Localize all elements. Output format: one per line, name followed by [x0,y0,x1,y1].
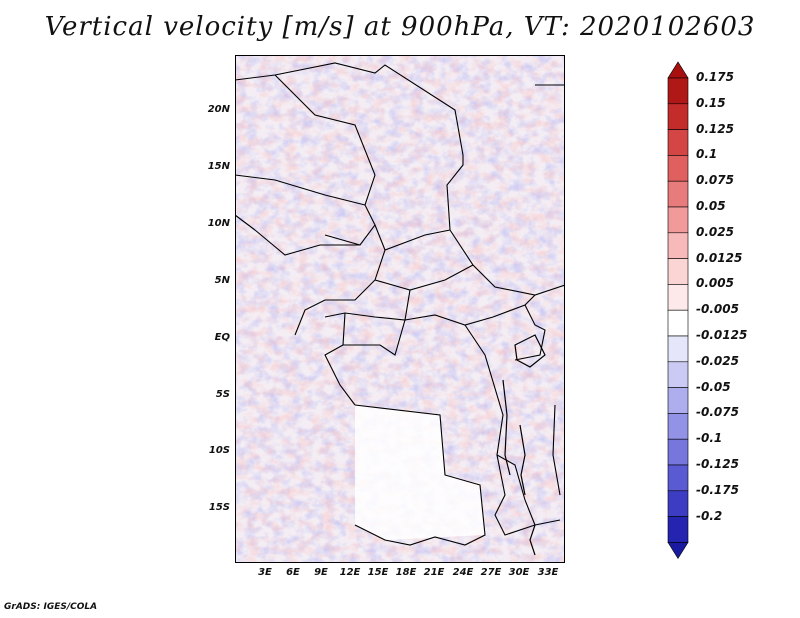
lon-label-30e: 30E [508,567,530,578]
colorbar-label: -0.075 [696,405,739,420]
colorbar-label: -0.2 [696,508,723,523]
colorbar-label: -0.0125 [696,328,748,342]
colorbar-cell [667,180,689,208]
grads-credit: GrADS: IGES/COLA [4,602,98,612]
colorbar-cell [667,129,689,156]
lon-label-24e: 24E [452,567,474,578]
country-borders [235,62,565,546]
lon-label-27e: 27E [480,567,502,578]
lat-label-20n: 20N [207,104,230,115]
colorbar-label: 0.125 [696,121,734,136]
colorbar-cell [667,335,689,363]
colorbar-label: -0.175 [696,482,739,497]
colorbar-label: -0.005 [696,302,739,317]
colorbar [667,61,689,559]
colorbar-cell [667,232,689,259]
lat-label-5s: 5S [215,389,230,400]
colorbar-cell [667,284,689,311]
colorbar-top-arrow [667,61,689,79]
colorbar-label: 0.15 [696,95,726,110]
colorbar-label: -0.05 [696,379,731,394]
lon-label-33e: 33E [537,567,559,578]
colorbar-bottom-arrow [667,542,689,559]
colorbar-label: -0.1 [696,431,723,446]
lat-label-10s: 10S [208,445,230,456]
colorbar-label: 0.1 [696,147,718,162]
colorbar-cell [667,258,689,285]
map-frame [235,55,565,563]
colorbar-label: 0.025 [696,224,734,239]
colorbar-cell [667,464,689,492]
lon-label-3e: 3E [258,567,272,578]
calm-region [355,405,485,540]
colorbar-label: 0.075 [696,173,734,188]
lon-label-18e: 18E [395,567,417,578]
colorbar-cell [667,413,689,440]
colorbar-cell [667,516,689,543]
colorbar-cell [667,155,689,182]
colorbar-label: 0.0125 [696,250,743,265]
colorbar-cell [667,361,689,388]
lat-label-15s: 15S [208,502,230,513]
lat-label-5n: 5N [214,275,230,286]
lon-label-12e: 12E [339,567,361,578]
colorbar-cell [667,438,689,466]
lat-label-10n: 10N [207,218,230,229]
colorbar-cell [667,103,689,130]
lat-label-eq: EQ [214,332,230,343]
lon-label-6e: 6E [286,567,300,578]
colorbar-cell [667,490,689,517]
lon-label-21e: 21E [423,567,445,578]
colorbar-label: -0.025 [696,353,739,368]
lon-label-15e: 15E [367,567,389,578]
vertical-velocity-map [235,55,565,563]
map-title: Vertical velocity [m/s] at 900hPa, VT: 2… [44,12,756,42]
colorbar-label: 0.175 [696,70,734,84]
colorbar-cell [667,309,689,337]
colorbar-label: 0.05 [696,199,726,213]
colorbar-label: -0.125 [696,457,739,471]
lakes [502,334,546,556]
colorbar-cell [667,206,689,234]
lat-label-15n: 15N [207,161,230,172]
colorbar-cell [667,387,689,414]
colorbar-cell [667,77,689,105]
lon-label-9e: 9E [314,567,328,578]
colorbar-label: 0.005 [696,276,734,291]
